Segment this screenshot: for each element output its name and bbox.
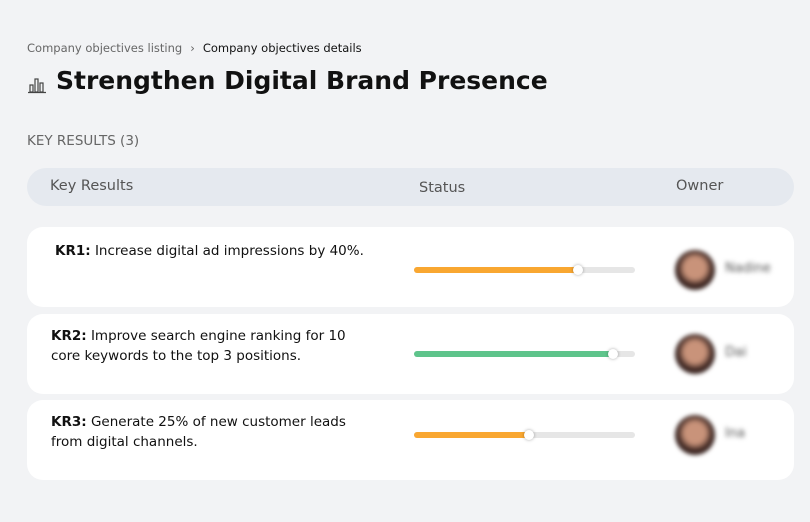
table-header: Key Results Status Owner <box>27 168 794 206</box>
key-result-description: Generate 25% of new customer leads from … <box>51 414 346 450</box>
progress-track <box>414 265 635 275</box>
owner-avatar <box>675 334 715 374</box>
breadcrumb-link[interactable]: Company objectives listing <box>27 41 183 55</box>
key-result-row[interactable]: KR2: Improve search engine ranking for 1… <box>27 314 794 394</box>
progress-fill <box>414 267 578 273</box>
objective-icon <box>28 78 46 94</box>
breadcrumb-separator: › <box>190 41 195 55</box>
key-result-text: KR1: Increase digital ad impressions by … <box>55 241 375 261</box>
section-title: KEY RESULTS (3) <box>27 133 140 149</box>
key-result-description: Improve search engine ranking for 10 cor… <box>51 328 346 364</box>
key-result-text: KR3: Generate 25% of new customer leads … <box>51 412 371 452</box>
key-result-description: Increase digital ad impressions by 40%. <box>94 243 364 259</box>
owner-name: Dai <box>725 345 747 360</box>
key-result-text: KR2: Improve search engine ranking for 1… <box>51 326 371 366</box>
key-result-row[interactable]: KR1: Increase digital ad impressions by … <box>27 227 794 307</box>
owner-avatar <box>675 250 715 290</box>
progress-track <box>414 349 635 359</box>
owner-name: Ina <box>725 426 746 441</box>
progress-knob <box>607 349 618 359</box>
owner-name: Nadine <box>725 261 771 276</box>
progress-track <box>414 430 635 440</box>
column-header: Key Results <box>50 178 134 194</box>
page-title: Strengthen Digital Brand Presence <box>56 66 548 95</box>
breadcrumb-current: Company objectives details <box>202 41 362 55</box>
progress-knob <box>523 430 534 440</box>
key-result-label: KR3: <box>51 414 87 430</box>
column-header: Status <box>419 180 466 196</box>
breadcrumb: Company objectives listing › Company objec… <box>27 41 362 55</box>
key-result-row[interactable]: KR3: Generate 25% of new customer leads … <box>27 400 794 480</box>
column-header: Owner <box>676 178 724 194</box>
key-result-label: KR1: <box>55 243 91 259</box>
owner-avatar <box>675 415 715 455</box>
key-result-label: KR2: <box>51 328 87 344</box>
progress-fill <box>414 351 613 357</box>
progress-knob <box>572 265 583 275</box>
progress-fill <box>414 432 529 438</box>
